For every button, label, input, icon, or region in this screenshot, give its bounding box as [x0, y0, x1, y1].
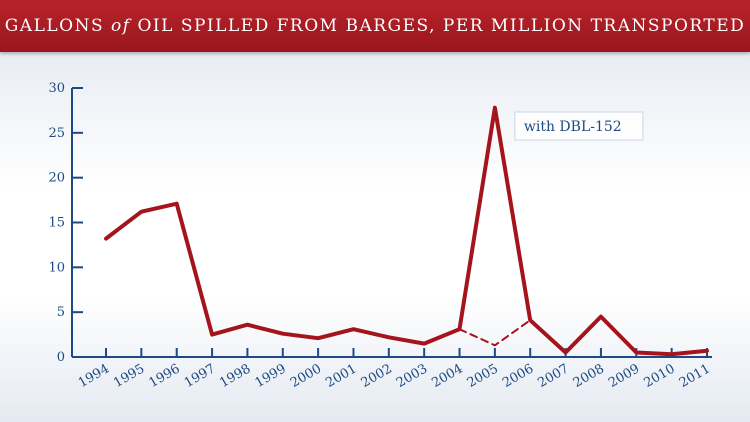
x-tick-label: 1998 [217, 361, 253, 391]
title-bar: Gallons of Oil spilled from barges, per … [0, 0, 750, 52]
x-tick-label: 2011 [677, 361, 713, 391]
y-tick-label: 5 [57, 305, 65, 320]
y-tick-label: 15 [48, 216, 65, 231]
x-tick-label: 1994 [76, 361, 112, 391]
x-tick-label: 2002 [359, 361, 395, 391]
y-tick-label: 10 [48, 260, 65, 275]
chart-title-part2: of [111, 16, 131, 36]
y-tick-label: 0 [57, 350, 65, 365]
x-tick-label: 2007 [535, 361, 571, 391]
x-tick-label: 2010 [641, 361, 677, 391]
x-tick-label: 1995 [111, 361, 147, 391]
x-tick-label: 2000 [288, 361, 324, 391]
x-tick-label: 1999 [253, 361, 289, 391]
series-line-dashed [458, 319, 532, 347]
chart-title-part3: Oil spilled from barges, per million tra… [137, 16, 746, 36]
series-line [104, 105, 709, 357]
y-tick-label: 30 [48, 81, 65, 96]
y-axis-ticks: 0 5 10 15 20 25 30 [48, 81, 83, 365]
annotation-box [514, 111, 644, 141]
annotation-label: with DBL-152 [524, 119, 622, 135]
y-tick-label: 25 [48, 126, 65, 141]
y-tick-label: 20 [48, 171, 65, 186]
x-tick-label: 2006 [500, 361, 536, 391]
series-group [104, 105, 709, 357]
chart-title-part1: Gallons [4, 16, 105, 36]
x-tick-label: 2005 [465, 361, 501, 391]
x-tick-label: 2008 [571, 361, 607, 391]
x-tick-label: 2009 [606, 361, 642, 391]
x-axis-ticks: 1994 1995 1996 1997 1998 1999 2000 2001 2002 2003… [76, 348, 713, 391]
x-tick-label: 2004 [429, 361, 465, 391]
chart-title: Gallons of Oil spilled from barges, per … [5, 16, 746, 36]
x-tick-label: 1996 [147, 361, 183, 391]
x-tick-label: 2003 [394, 361, 430, 391]
annotations: with DBL-152 [514, 111, 644, 141]
x-tick-label: 1997 [182, 361, 218, 391]
x-tick-label: 2001 [323, 361, 359, 391]
